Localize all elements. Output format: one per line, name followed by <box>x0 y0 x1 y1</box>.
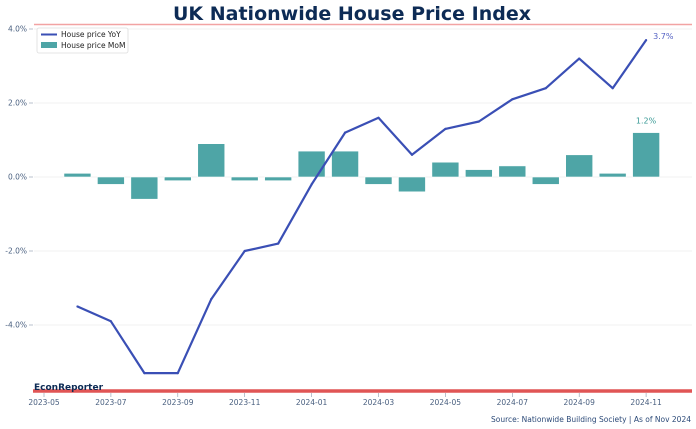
bar-mom-2024-08 <box>531 176 560 185</box>
x-tick-label: 2024-11 <box>630 398 662 407</box>
bar-mom-2023-10 <box>197 143 226 178</box>
line-point-yoy-2024-01 <box>310 183 313 186</box>
bar-mom-2024-04 <box>398 176 426 193</box>
annotation-yoy-latest: 3.7% <box>653 32 674 41</box>
x-tick-label: 2024-05 <box>430 398 462 407</box>
x-tick-label: 2023-11 <box>229 398 261 407</box>
bar-mom-2024-06 <box>465 169 493 178</box>
line-point-yoy-2024-04 <box>410 153 414 156</box>
line-series-yoy <box>76 39 648 375</box>
bar-mom-2023-11 <box>230 176 259 182</box>
line-point-yoy-2024-10 <box>611 87 614 90</box>
line-point-yoy-2024-06 <box>477 120 480 123</box>
bar-mom-2024-05 <box>431 161 460 178</box>
line-point-yoy-2024-07 <box>511 98 514 101</box>
line-point-yoy-2023-09 <box>176 372 179 375</box>
legend: House price YoY House price MoM <box>36 27 129 54</box>
line-point-yoy-2023-07 <box>109 320 112 323</box>
x-tick-label: 2024-01 <box>296 398 328 407</box>
y-tick-label: 4.0% <box>8 25 27 34</box>
bar-mom-2023-09 <box>164 176 192 182</box>
bar-mom-2023-12 <box>264 176 292 182</box>
y-axis: 4.0% 2.0% 0.0% -2.0% -4.0% <box>5 25 33 330</box>
line-point-yoy-2023-08 <box>143 372 146 375</box>
x-tick-label: 2024-07 <box>497 398 529 407</box>
y-tick-label: -2.0% <box>5 247 27 256</box>
chart-title: UK Nationwide House Price Index <box>173 3 531 25</box>
y-tick-label: 2.0% <box>8 99 27 108</box>
bar-mom-2023-06 <box>63 173 92 178</box>
line-point-yoy-2023-06 <box>76 305 79 308</box>
legend-box <box>36 27 129 54</box>
bar-mom-2024-01 <box>297 150 326 178</box>
line-point-yoy-2024-08 <box>544 87 547 90</box>
line-point-yoy-2024-02 <box>343 131 347 134</box>
line-point-yoy-2023-10 <box>210 298 213 301</box>
y-tick-label: 0.0% <box>8 173 27 182</box>
bar-mom-2024-07 <box>498 165 527 178</box>
line-point-yoy-2024-03 <box>377 116 380 119</box>
bar-series-mom <box>63 132 660 200</box>
brand-label: EconReporter <box>34 383 104 393</box>
bar-mom-2024-03 <box>364 176 393 185</box>
x-tick-label: 2023-07 <box>95 398 127 407</box>
legend-swatch-mom <box>41 42 57 48</box>
x-tick-label: 2024-09 <box>564 398 596 407</box>
x-axis: 2023-05 2023-07 2023-09 2023-11 2024-01 2024-… <box>28 393 662 407</box>
bar-mom-2023-07 <box>97 176 125 185</box>
line-point-yoy-2023-12 <box>277 242 280 245</box>
bar-mom-2024-11 <box>632 132 660 178</box>
annotation-mom-latest: 1.2% <box>636 117 657 126</box>
x-tick-label: 2023-09 <box>162 398 194 407</box>
line-yoy-path <box>77 39 648 375</box>
line-point-yoy-2024-11 <box>645 39 648 42</box>
annotations: 3.7% 1.2% <box>636 32 674 126</box>
x-tick-label: 2024-03 <box>363 398 395 407</box>
bar-mom-2024-02 <box>331 150 359 178</box>
line-point-yoy-2023-11 <box>243 249 246 253</box>
bar-mom-2024-10 <box>598 173 627 178</box>
y-tick-label: -4.0% <box>5 321 27 330</box>
source-note: Source: Nationwide Building Society | As… <box>491 415 691 424</box>
x-tick-label: 2023-05 <box>28 398 60 407</box>
line-point-yoy-2024-09 <box>578 57 581 60</box>
bar-mom-2024-09 <box>565 154 594 178</box>
legend-label-yoy: House price YoY <box>61 30 121 39</box>
legend-label-mom: House price MoM <box>61 41 125 50</box>
bar-mom-2023-08 <box>130 176 159 200</box>
line-point-yoy-2024-05 <box>444 127 447 130</box>
